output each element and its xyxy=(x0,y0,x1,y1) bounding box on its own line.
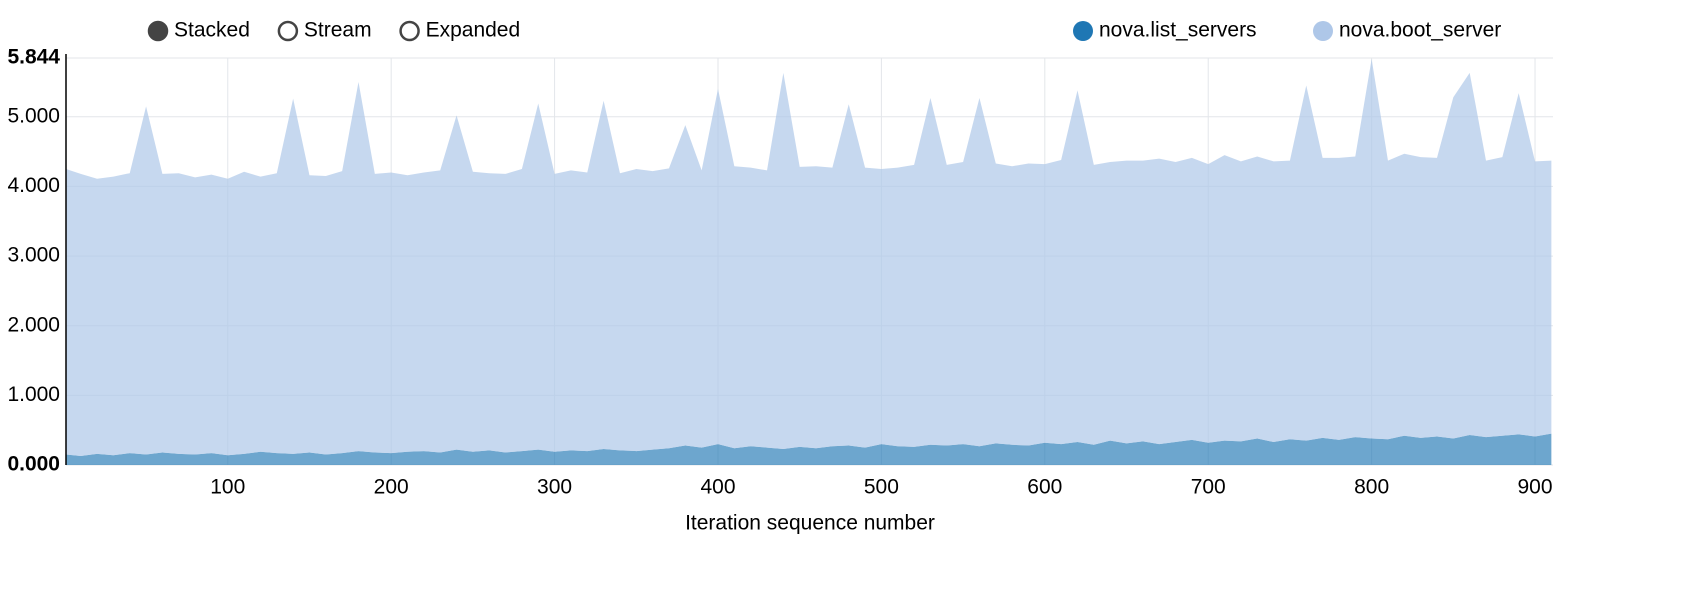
mode-radio[interactable] xyxy=(399,20,420,42)
y-tick-label: 4.000 xyxy=(7,174,60,197)
mode-label[interactable]: Stream xyxy=(304,19,372,42)
x-tick-label: 500 xyxy=(864,476,899,499)
x-tick-label: 300 xyxy=(537,476,572,499)
legend-label[interactable]: nova.boot_server xyxy=(1339,19,1501,42)
x-tick-label: 100 xyxy=(210,476,245,499)
y-tick-label: 2.000 xyxy=(7,313,60,336)
y-tick-label: 5.000 xyxy=(7,104,60,127)
y-tick-label: 5.844 xyxy=(7,46,60,69)
x-tick-label: 200 xyxy=(374,476,409,499)
mode-label[interactable]: Stacked xyxy=(174,19,250,42)
x-tick-label: 600 xyxy=(1027,476,1062,499)
x-axis-label: Iteration sequence number xyxy=(685,512,935,535)
x-tick-label: 800 xyxy=(1354,476,1389,499)
area xyxy=(66,58,1552,456)
x-tick-label: 400 xyxy=(700,476,735,499)
mode-label[interactable]: Expanded xyxy=(426,19,521,42)
area xyxy=(66,433,1552,465)
legend-label[interactable]: nova.list_servers xyxy=(1099,19,1257,42)
y-tick-label: 0.000 xyxy=(7,453,60,476)
x-tick-label: 700 xyxy=(1191,476,1226,499)
y-tick-label: 3.000 xyxy=(7,244,60,267)
y-tick-label: 1.000 xyxy=(7,383,60,406)
mode-radio[interactable] xyxy=(147,20,169,42)
legend-swatch[interactable] xyxy=(1073,21,1093,41)
mode-radio[interactable] xyxy=(277,20,299,42)
x-tick-label: 900 xyxy=(1518,476,1553,499)
legend-swatch[interactable] xyxy=(1313,21,1333,41)
